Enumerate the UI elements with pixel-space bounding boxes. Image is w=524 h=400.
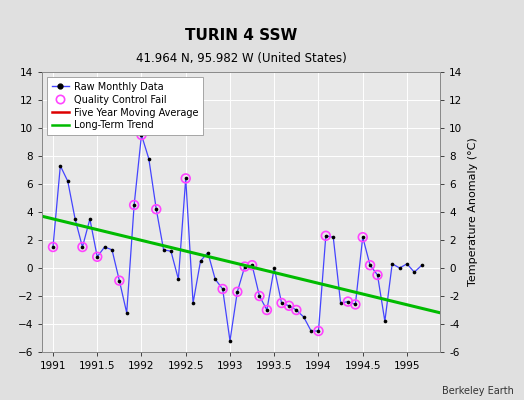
Point [115,278,124,284]
Point [137,132,146,138]
Point [226,338,234,344]
Point [123,310,131,316]
Point [380,318,389,324]
Point [322,233,330,239]
Point [248,262,256,268]
Point [115,278,124,284]
Point [358,234,367,240]
Point [49,244,57,250]
Point [418,262,426,268]
Point [152,206,160,212]
Point [263,307,271,313]
Point [211,276,220,282]
Point [56,162,64,169]
Point [351,301,359,308]
Point [403,261,411,267]
Point [366,262,374,268]
Point [388,261,396,267]
Point [233,289,242,295]
Legend: Raw Monthly Data, Quality Control Fail, Five Year Moving Average, Long-Term Tren: Raw Monthly Data, Quality Control Fail, … [47,77,203,135]
Point [49,244,57,250]
Point [219,286,227,292]
Point [344,298,352,305]
Point [71,216,79,222]
Point [233,289,242,295]
Point [108,246,116,253]
Point [292,307,301,313]
Text: 41.964 N, 95.982 W (United States): 41.964 N, 95.982 W (United States) [136,52,346,65]
Point [307,328,315,334]
Point [167,248,175,254]
Point [270,265,278,271]
Point [373,272,381,278]
Point [159,246,168,253]
Point [189,300,197,306]
Text: TURIN 4 SSW: TURIN 4 SSW [185,28,297,43]
Point [181,175,190,182]
Point [366,262,374,268]
Point [314,328,323,334]
Point [241,263,249,270]
Point [410,269,419,275]
Point [322,233,330,239]
Point [358,234,367,240]
Point [78,244,86,250]
Point [93,254,102,260]
Point [130,202,138,208]
Point [101,244,109,250]
Y-axis label: Temperature Anomaly (°C): Temperature Anomaly (°C) [468,138,478,286]
Point [373,272,381,278]
Point [181,175,190,182]
Point [396,265,404,271]
Point [277,300,286,306]
Point [351,301,359,308]
Point [241,263,249,270]
Point [219,286,227,292]
Point [277,300,286,306]
Point [336,300,345,306]
Point [255,293,264,299]
Point [204,250,212,256]
Point [174,276,182,282]
Point [86,216,94,222]
Point [63,178,72,184]
Point [263,307,271,313]
Point [137,132,146,138]
Point [285,302,293,309]
Point [285,302,293,309]
Point [130,202,138,208]
Point [292,307,301,313]
Point [329,234,337,240]
Point [314,328,323,334]
Point [145,156,153,162]
Point [93,254,102,260]
Point [78,244,86,250]
Point [152,206,160,212]
Point [255,293,264,299]
Point [300,314,308,320]
Text: Berkeley Earth: Berkeley Earth [442,386,514,396]
Point [248,262,256,268]
Point [344,298,352,305]
Point [196,258,205,264]
